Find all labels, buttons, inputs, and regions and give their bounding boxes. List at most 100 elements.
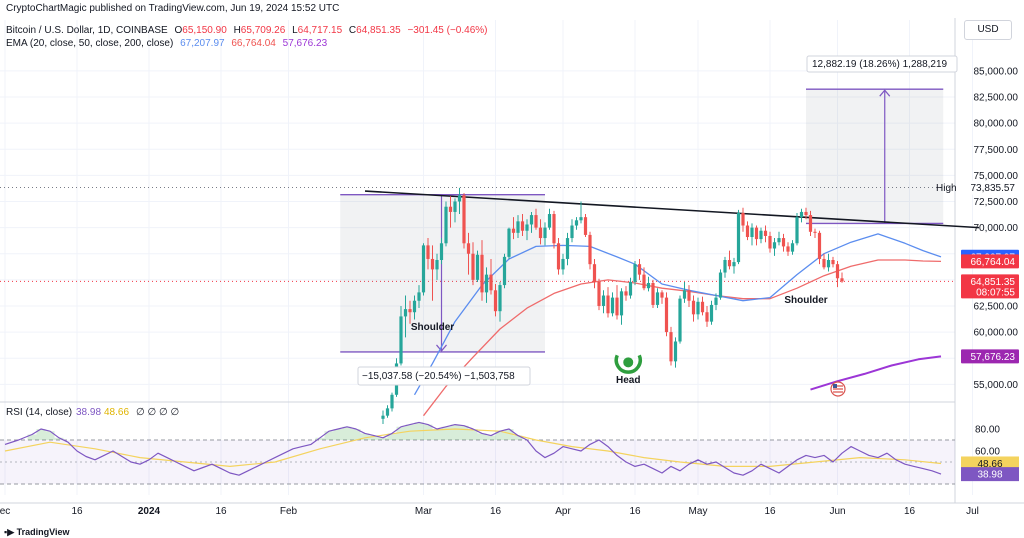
candle: [511, 217, 516, 240]
candle-body: [723, 260, 727, 273]
rise-label: 12,882.19 (18.26%) 1,288,219: [812, 59, 948, 70]
candle-body: [403, 309, 408, 317]
rsi-ma-tag: [961, 456, 1019, 471]
candle-body: [669, 332, 673, 362]
candle: [714, 293, 718, 311]
candle: [453, 198, 457, 223]
candle: [646, 276, 651, 292]
rsi-pane: RSI (14, close) 38.98 48.66 ∅ ∅ ∅ ∅80.0060.…: [0, 407, 1019, 485]
candle: [412, 295, 417, 320]
price-tick-label: 70,000.00: [974, 223, 1019, 234]
candle: [493, 284, 498, 317]
time-tick-label: 16: [490, 506, 502, 517]
high-value: 65,709.26: [240, 25, 286, 36]
rise-label-box: [806, 55, 958, 73]
candle-body: [736, 212, 741, 263]
candle: [624, 286, 628, 301]
candle-body: [471, 253, 475, 280]
candle-body: [817, 232, 822, 259]
candle: [592, 258, 597, 289]
candle: [736, 209, 741, 265]
candle-body: [561, 258, 565, 270]
candle: [489, 258, 493, 295]
candle-body: [448, 206, 453, 212]
currency-button[interactable]: USD: [964, 20, 1012, 40]
candle: [831, 256, 835, 268]
candle: [750, 223, 754, 246]
symbol-name[interactable]: Bitcoin / U.S. Dollar, 1D, COINBASE: [6, 25, 168, 36]
candle-body: [385, 408, 390, 416]
candle: [457, 187, 462, 215]
price-tag: [961, 274, 1019, 299]
candle-body: [678, 298, 682, 342]
candle-body: [655, 292, 660, 305]
candle-body: [804, 211, 808, 216]
open-label: O: [174, 25, 183, 36]
candle: [462, 193, 466, 249]
price-tick-label: 75,000.00: [974, 171, 1019, 182]
price-axis: 85,000.00 82,500.00 80,000.00 77,500.00 75,0…: [936, 66, 1019, 391]
price-tick-label: 55,000.00: [974, 380, 1019, 391]
candle: [700, 296, 705, 316]
close-label: C: [348, 25, 357, 36]
candle: [597, 278, 601, 311]
candle-body: [615, 297, 619, 316]
candle-body: [421, 245, 426, 293]
arrow-head-up: [879, 89, 891, 97]
candle-body: [516, 221, 520, 233]
candle-body: [484, 274, 489, 293]
candle: [660, 290, 664, 304]
candle: [601, 290, 606, 314]
candle-body: [795, 217, 799, 244]
ema20-value: 67,207.97: [180, 38, 225, 49]
rsi-ma-tag-value: 48.66: [977, 459, 1002, 470]
candle: [520, 214, 525, 236]
candle: [664, 292, 669, 337]
countdown-value: 08:07:55: [976, 287, 1015, 298]
candle: [651, 279, 655, 309]
candle: [547, 208, 552, 230]
candle-body: [547, 214, 552, 228]
candle: [471, 242, 475, 286]
candle-body: [777, 238, 781, 243]
candle-body: [475, 254, 480, 280]
candle: [525, 219, 529, 241]
candle: [678, 295, 682, 344]
time-tick-label: Mar: [415, 506, 433, 517]
candle: [642, 267, 646, 291]
time-tick-label: 16: [629, 506, 641, 517]
candle: [763, 225, 768, 243]
candle-body: [628, 281, 633, 296]
candle: [745, 221, 750, 241]
candle: [687, 285, 691, 308]
price-tick-label: 85,000.00: [974, 66, 1019, 77]
candle-body: [498, 285, 502, 312]
candle-body: [732, 262, 736, 267]
candle-body: [727, 260, 732, 267]
rsi-tick-label: 60.00: [975, 447, 1000, 458]
candle-body: [696, 301, 700, 315]
candle-body: [525, 224, 529, 231]
candle-body: [610, 297, 615, 314]
candle-body: [417, 292, 421, 301]
ema-label[interactable]: EMA (20, close, 50, close, 200, close): [6, 38, 174, 49]
time-tick-label: 16: [904, 506, 916, 517]
rsi-value: 38.98: [76, 407, 101, 418]
price-tag: [961, 349, 1019, 364]
candle: [538, 219, 543, 245]
candle-body: [381, 415, 385, 419]
candle-body: [687, 290, 691, 301]
candle: [705, 305, 709, 327]
candle: [390, 392, 394, 412]
candle: [421, 243, 426, 296]
candle: [777, 231, 781, 246]
candle: [795, 212, 799, 246]
drop-label-box: [357, 366, 531, 386]
shoulder-right-label: Shoulder: [784, 295, 827, 306]
candle-body: [435, 260, 439, 270]
candle: [772, 238, 777, 256]
price-tick-label: 60,000.00: [974, 328, 1019, 339]
candle-body: [790, 243, 795, 252]
time-tick-label: Feb: [280, 506, 298, 517]
high-label: H: [233, 25, 241, 36]
